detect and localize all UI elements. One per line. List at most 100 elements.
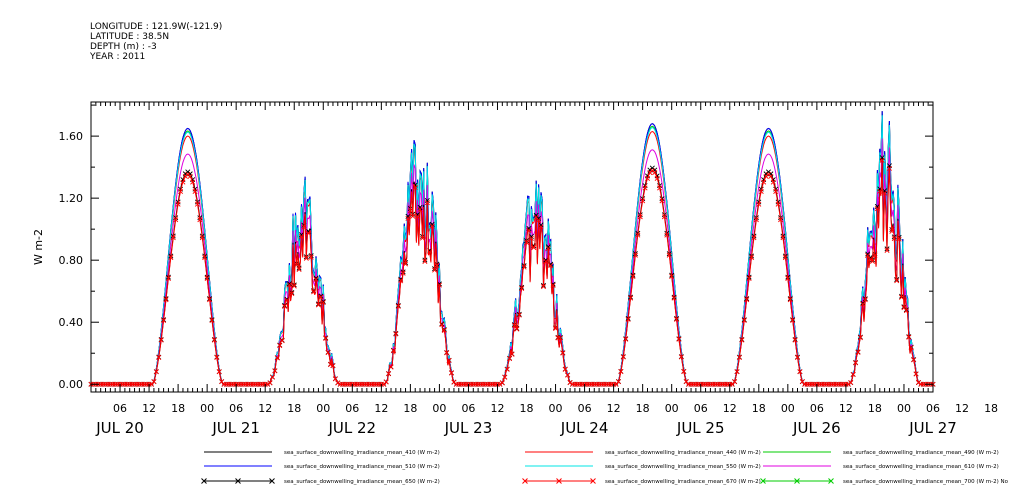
series-marker [315, 302, 321, 308]
series-marker [282, 303, 288, 309]
series-marker [896, 236, 902, 242]
x-hour-label: 12 [142, 402, 156, 415]
x-hour-label: 12 [258, 402, 272, 415]
series-marker [628, 295, 634, 301]
series-marker [429, 223, 435, 229]
series-marker [635, 232, 641, 238]
legend-entry: sea_surface_downwelling_irradiance_mean_… [605, 450, 761, 456]
series-marker [652, 170, 658, 176]
series-marker [775, 201, 781, 207]
x-hour-label: 18 [984, 402, 998, 415]
series-marker [882, 190, 888, 196]
x-axis: 06 12 18 00 06 12 18 00 06 12 18 00 06 12 18 00 06 12 18 00… [90, 102, 998, 437]
series-marker [523, 239, 530, 245]
series-marker [620, 354, 626, 360]
series-marker [889, 228, 895, 234]
x-hour-label: 06 [578, 402, 592, 415]
legend-marker [828, 478, 834, 484]
series-marker [562, 366, 568, 372]
series-marker [736, 354, 742, 361]
x-day-label: JUL 24 [560, 419, 609, 437]
series-marker [533, 214, 539, 220]
series-marker [739, 337, 745, 343]
series-marker [301, 224, 307, 230]
x-day-label: JUL 25 [676, 419, 725, 437]
x-day-label: JUL 23 [444, 419, 493, 437]
series-marker [439, 322, 445, 328]
series-marker [434, 263, 440, 269]
header-longitude: LONGITUDE : 121.9W(-121.9) [90, 22, 223, 32]
series-marker [869, 258, 876, 264]
series-marker [403, 261, 409, 267]
series-marker [674, 316, 680, 322]
series-marker [436, 282, 442, 288]
series-marker [398, 277, 404, 283]
series-marker [557, 335, 563, 341]
x-hour-label: 12 [607, 402, 621, 415]
series-marker [749, 255, 755, 261]
series-marker [173, 217, 179, 223]
x-hour-label: 06 [345, 402, 359, 415]
x-hour-label: 06 [810, 402, 824, 415]
y-tick-label: 0.40 [59, 316, 84, 329]
series-marker [678, 354, 684, 360]
x-hour-label: 12 [490, 402, 504, 415]
x-hour-label: 06 [461, 402, 475, 415]
series-marker [787, 297, 793, 303]
series-marker [289, 291, 295, 297]
series-marker [744, 297, 750, 303]
x-day-label: JUL 26 [792, 419, 841, 437]
series-marker [877, 188, 883, 194]
legend-entry: sea_surface_downwelling_irradiance_mean_… [843, 479, 1009, 485]
series-marker [405, 213, 411, 219]
series-marker [429, 221, 435, 227]
series-marker [507, 356, 513, 362]
x-hour-label: 18 [287, 402, 301, 415]
series-marker [446, 357, 452, 364]
series-marker [642, 185, 648, 191]
legend-marker [201, 478, 207, 484]
series-marker [751, 235, 757, 241]
series-marker [848, 380, 854, 386]
series-marker [279, 338, 285, 344]
series-marker [545, 245, 551, 251]
series-marker [190, 179, 196, 185]
series-marker [732, 379, 738, 385]
legend-entry: sea_surface_downwelling_irradiance_mean_… [284, 479, 440, 485]
x-hour-label: 00 [897, 402, 911, 415]
series-marker [560, 350, 566, 356]
series-marker [671, 295, 677, 301]
series-marker [908, 345, 914, 351]
series-marker [499, 380, 505, 386]
series-marker [163, 297, 169, 303]
series-marker [640, 198, 646, 204]
legend-entry: sea_surface_downwelling_irradiance_mean_… [843, 450, 999, 456]
series-marker [531, 245, 537, 251]
x-hour-label: 00 [549, 402, 563, 415]
x-hour-label: 12 [374, 402, 388, 415]
series-marker [209, 317, 215, 324]
series-marker [308, 254, 314, 260]
x-hour-label: 00 [432, 402, 446, 415]
series-marker [267, 380, 273, 386]
y-axis: 0.00 0.40 0.80 1.20 1.60 W m-2 [32, 104, 933, 391]
series-marker [441, 327, 447, 333]
series-marker [444, 350, 450, 356]
legend-entry: sea_surface_downwelling_irradiance_mean_… [284, 450, 440, 456]
series-marker [785, 275, 791, 281]
series-marker [756, 201, 762, 207]
series-marker [533, 212, 539, 218]
series-marker [204, 275, 210, 281]
series-marker [422, 258, 428, 265]
series-marker [202, 255, 208, 261]
series-marker [625, 316, 631, 322]
series-marker [536, 217, 542, 223]
series-marker [298, 233, 305, 239]
series-marker [915, 380, 922, 386]
series-marker [291, 283, 297, 289]
x-hour-label: 18 [636, 402, 650, 415]
series-marker [330, 363, 336, 369]
series-marker [543, 258, 549, 264]
legend: sea_surface_downwelling_irradiance_mean_… [201, 450, 1009, 485]
